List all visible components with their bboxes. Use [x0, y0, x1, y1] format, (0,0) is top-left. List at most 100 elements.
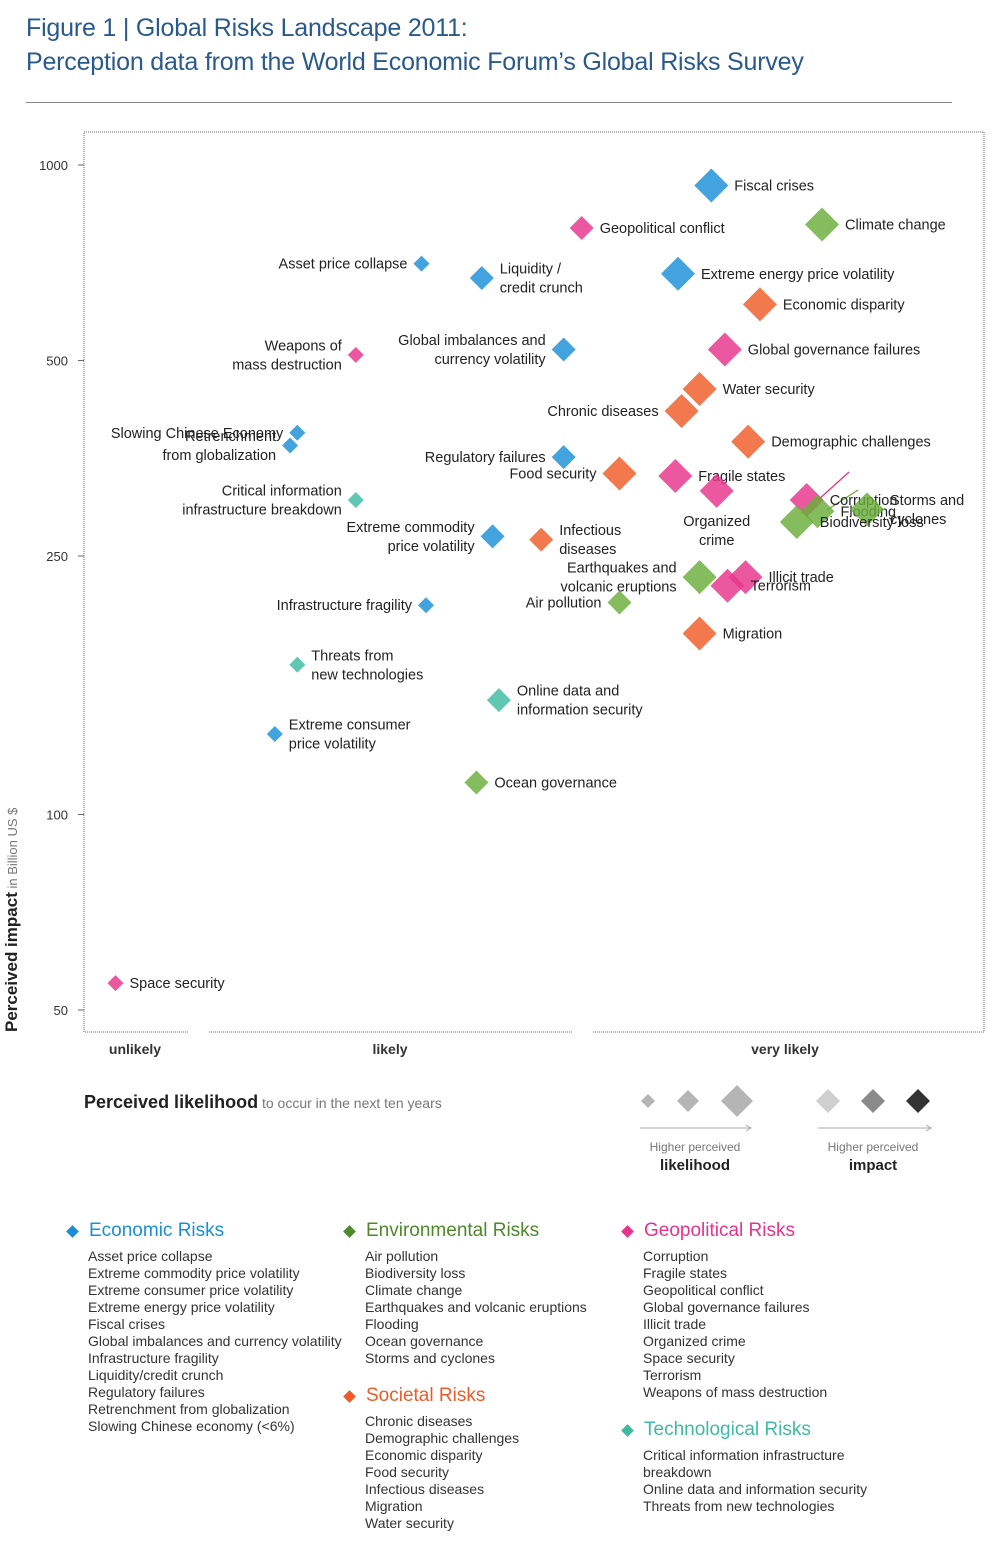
risk-point-label: Biodiversity loss: [820, 515, 924, 531]
legend-item: Regulatory failures: [88, 1384, 205, 1400]
legend-item: Infrastructure fragility: [88, 1350, 219, 1366]
impact-key-diamond: [906, 1089, 930, 1113]
risk-point: [742, 287, 777, 322]
risk-point-label: Asset price collapse: [279, 257, 408, 273]
legend-item: Illicit trade: [643, 1316, 707, 1332]
y-tick-label: 250: [46, 549, 68, 564]
risk-point: [682, 560, 717, 595]
risk-point-label: information security: [517, 703, 643, 719]
risk-point: [266, 726, 283, 743]
risk-point: [779, 505, 814, 540]
risk-point-label: Geopolitical conflict: [600, 221, 725, 237]
legend-item: Online data and information security: [643, 1481, 868, 1497]
legend-environmental-title: Environmental Risks: [366, 1220, 540, 1241]
y-axis-label-bold: Perceived impact: [2, 892, 21, 1032]
legend-item: Global governance failures: [643, 1299, 810, 1315]
risk-point: [569, 215, 594, 240]
risk-point: [682, 371, 717, 406]
risk-point-label: Global imbalances and: [398, 333, 546, 349]
risk-point-label: Online data and: [517, 684, 619, 700]
legend-environmental: Environmental Risks Air pollution Biodive…: [343, 1220, 587, 1367]
legend-societal: Societal Risks Chronic diseases Demograph…: [343, 1385, 520, 1532]
legend-geopolitical-title: Geopolitical Risks: [644, 1220, 795, 1241]
likelihood-key-word: likelihood: [659, 1157, 730, 1174]
legend-item: Global imbalances and currency volatilit…: [88, 1333, 342, 1349]
legend-item: Earthquakes and volcanic eruptions: [365, 1299, 587, 1315]
y-tick-label: 1000: [39, 158, 68, 173]
impact-key-caption: Higher perceived impact: [803, 1140, 943, 1174]
likelihood-key-caption: Higher perceived likelihood: [625, 1140, 765, 1174]
legend-item: breakdown: [643, 1464, 712, 1480]
risk-point: [602, 456, 637, 491]
risk-point-label: Weapons of: [265, 338, 343, 354]
impact-key-diamond: [861, 1089, 885, 1113]
risk-point: [805, 207, 839, 242]
legend-geopolitical-heading: Geopolitical Risks: [621, 1220, 827, 1242]
legend-item: Climate change: [365, 1282, 463, 1298]
legend-item: Geopolitical conflict: [643, 1282, 764, 1298]
risk-point-label: crime: [699, 533, 734, 549]
legend-item: Organized crime: [643, 1333, 746, 1349]
legend-geopolitical-list: Corruption Fragile states Geopolitical con…: [643, 1248, 827, 1401]
legend-item: Flooding: [365, 1316, 419, 1332]
risk-point-label: Organized: [683, 514, 750, 530]
risk-point-label: Earthquakes and: [567, 561, 677, 577]
risk-point-label: Food security: [509, 466, 597, 482]
x-axis-label: Perceived likelihood to occur in the nex…: [84, 1092, 442, 1113]
risk-point: [800, 494, 835, 529]
legend-item: Asset price collapse: [88, 1248, 213, 1264]
risk-point: [682, 616, 717, 651]
risk-point-label: Climate change: [845, 217, 946, 233]
legend-societal-title: Societal Risks: [366, 1385, 486, 1406]
risk-point-label: Infrastructure fragility: [277, 598, 413, 614]
risk-point-label: Air pollution: [526, 596, 602, 612]
corruption-leader-line: [817, 471, 850, 501]
risk-point: [658, 459, 693, 494]
legend-item: Economic disparity: [365, 1447, 483, 1463]
risk-point: [282, 437, 299, 454]
legend-item: Demographic challenges: [365, 1430, 520, 1446]
y-axis-label-unit: in Billion US $: [5, 807, 20, 893]
risk-point-label: diseases: [559, 542, 616, 558]
x-category-label: likely: [372, 1041, 407, 1057]
legend-item: Ocean governance: [365, 1333, 484, 1349]
risk-point: [850, 492, 884, 527]
legend-environmental-list: Air pollution Biodiversity loss Climate ch…: [365, 1248, 587, 1367]
x-category-label: unlikely: [109, 1041, 161, 1057]
risk-point-label: Critical information: [222, 483, 342, 499]
x-axis-label-sub: to occur in the next ten years: [258, 1095, 442, 1111]
figure-subtitle: Perception data from the World Economic …: [26, 48, 804, 76]
diamond-icon: [343, 1224, 356, 1238]
legend-item: Air pollution: [365, 1248, 439, 1264]
risk-scatter-chart: 50 100 250 500 1000 unlikely likely very likely…: [39, 131, 985, 1132]
likelihood-key-diamond: [677, 1090, 699, 1112]
risk-point-label: Illicit trade: [769, 570, 834, 586]
risk-point: [413, 255, 430, 272]
plot-frame: [83, 131, 985, 1033]
legend-technological-title: Technological Risks: [644, 1419, 811, 1440]
legend-environmental-heading: Environmental Risks: [343, 1220, 587, 1242]
risk-point: [469, 265, 494, 290]
risk-point-label: Slowing Chinese Economy: [111, 426, 284, 442]
figure-title: Figure 1 | Global Risks Landscape 2011:: [26, 14, 468, 42]
risk-point-label: Economic disparity: [783, 297, 905, 313]
risk-point-label: Extreme commodity: [346, 520, 475, 536]
risk-point: [347, 491, 364, 508]
legend-item: Storms and cyclones: [365, 1350, 495, 1366]
risk-point: [699, 473, 734, 508]
risk-point-label: Migration: [723, 626, 783, 642]
likelihood-key-text: Higher perceived: [649, 1140, 741, 1154]
impact-key-diamond: [816, 1089, 840, 1113]
risk-point-label: Terrorism: [751, 579, 811, 595]
risk-point-label: Demographic challenges: [771, 435, 931, 451]
legend-societal-heading: Societal Risks: [343, 1385, 519, 1407]
risk-point: [710, 568, 745, 603]
risk-point-label: Storms and: [890, 493, 964, 509]
risk-point-label: price volatility: [289, 737, 377, 753]
legend-item: Retrenchment from globalization: [88, 1401, 290, 1417]
legend-item: Threats from new technologies: [643, 1498, 835, 1514]
legend-item: Weapons of mass destruction: [643, 1384, 828, 1400]
legend-geopolitical: Geopolitical Risks Corruption Fragile sta…: [621, 1220, 827, 1401]
risk-point: [731, 424, 766, 459]
risk-point-label: Fiscal crises: [734, 178, 814, 194]
